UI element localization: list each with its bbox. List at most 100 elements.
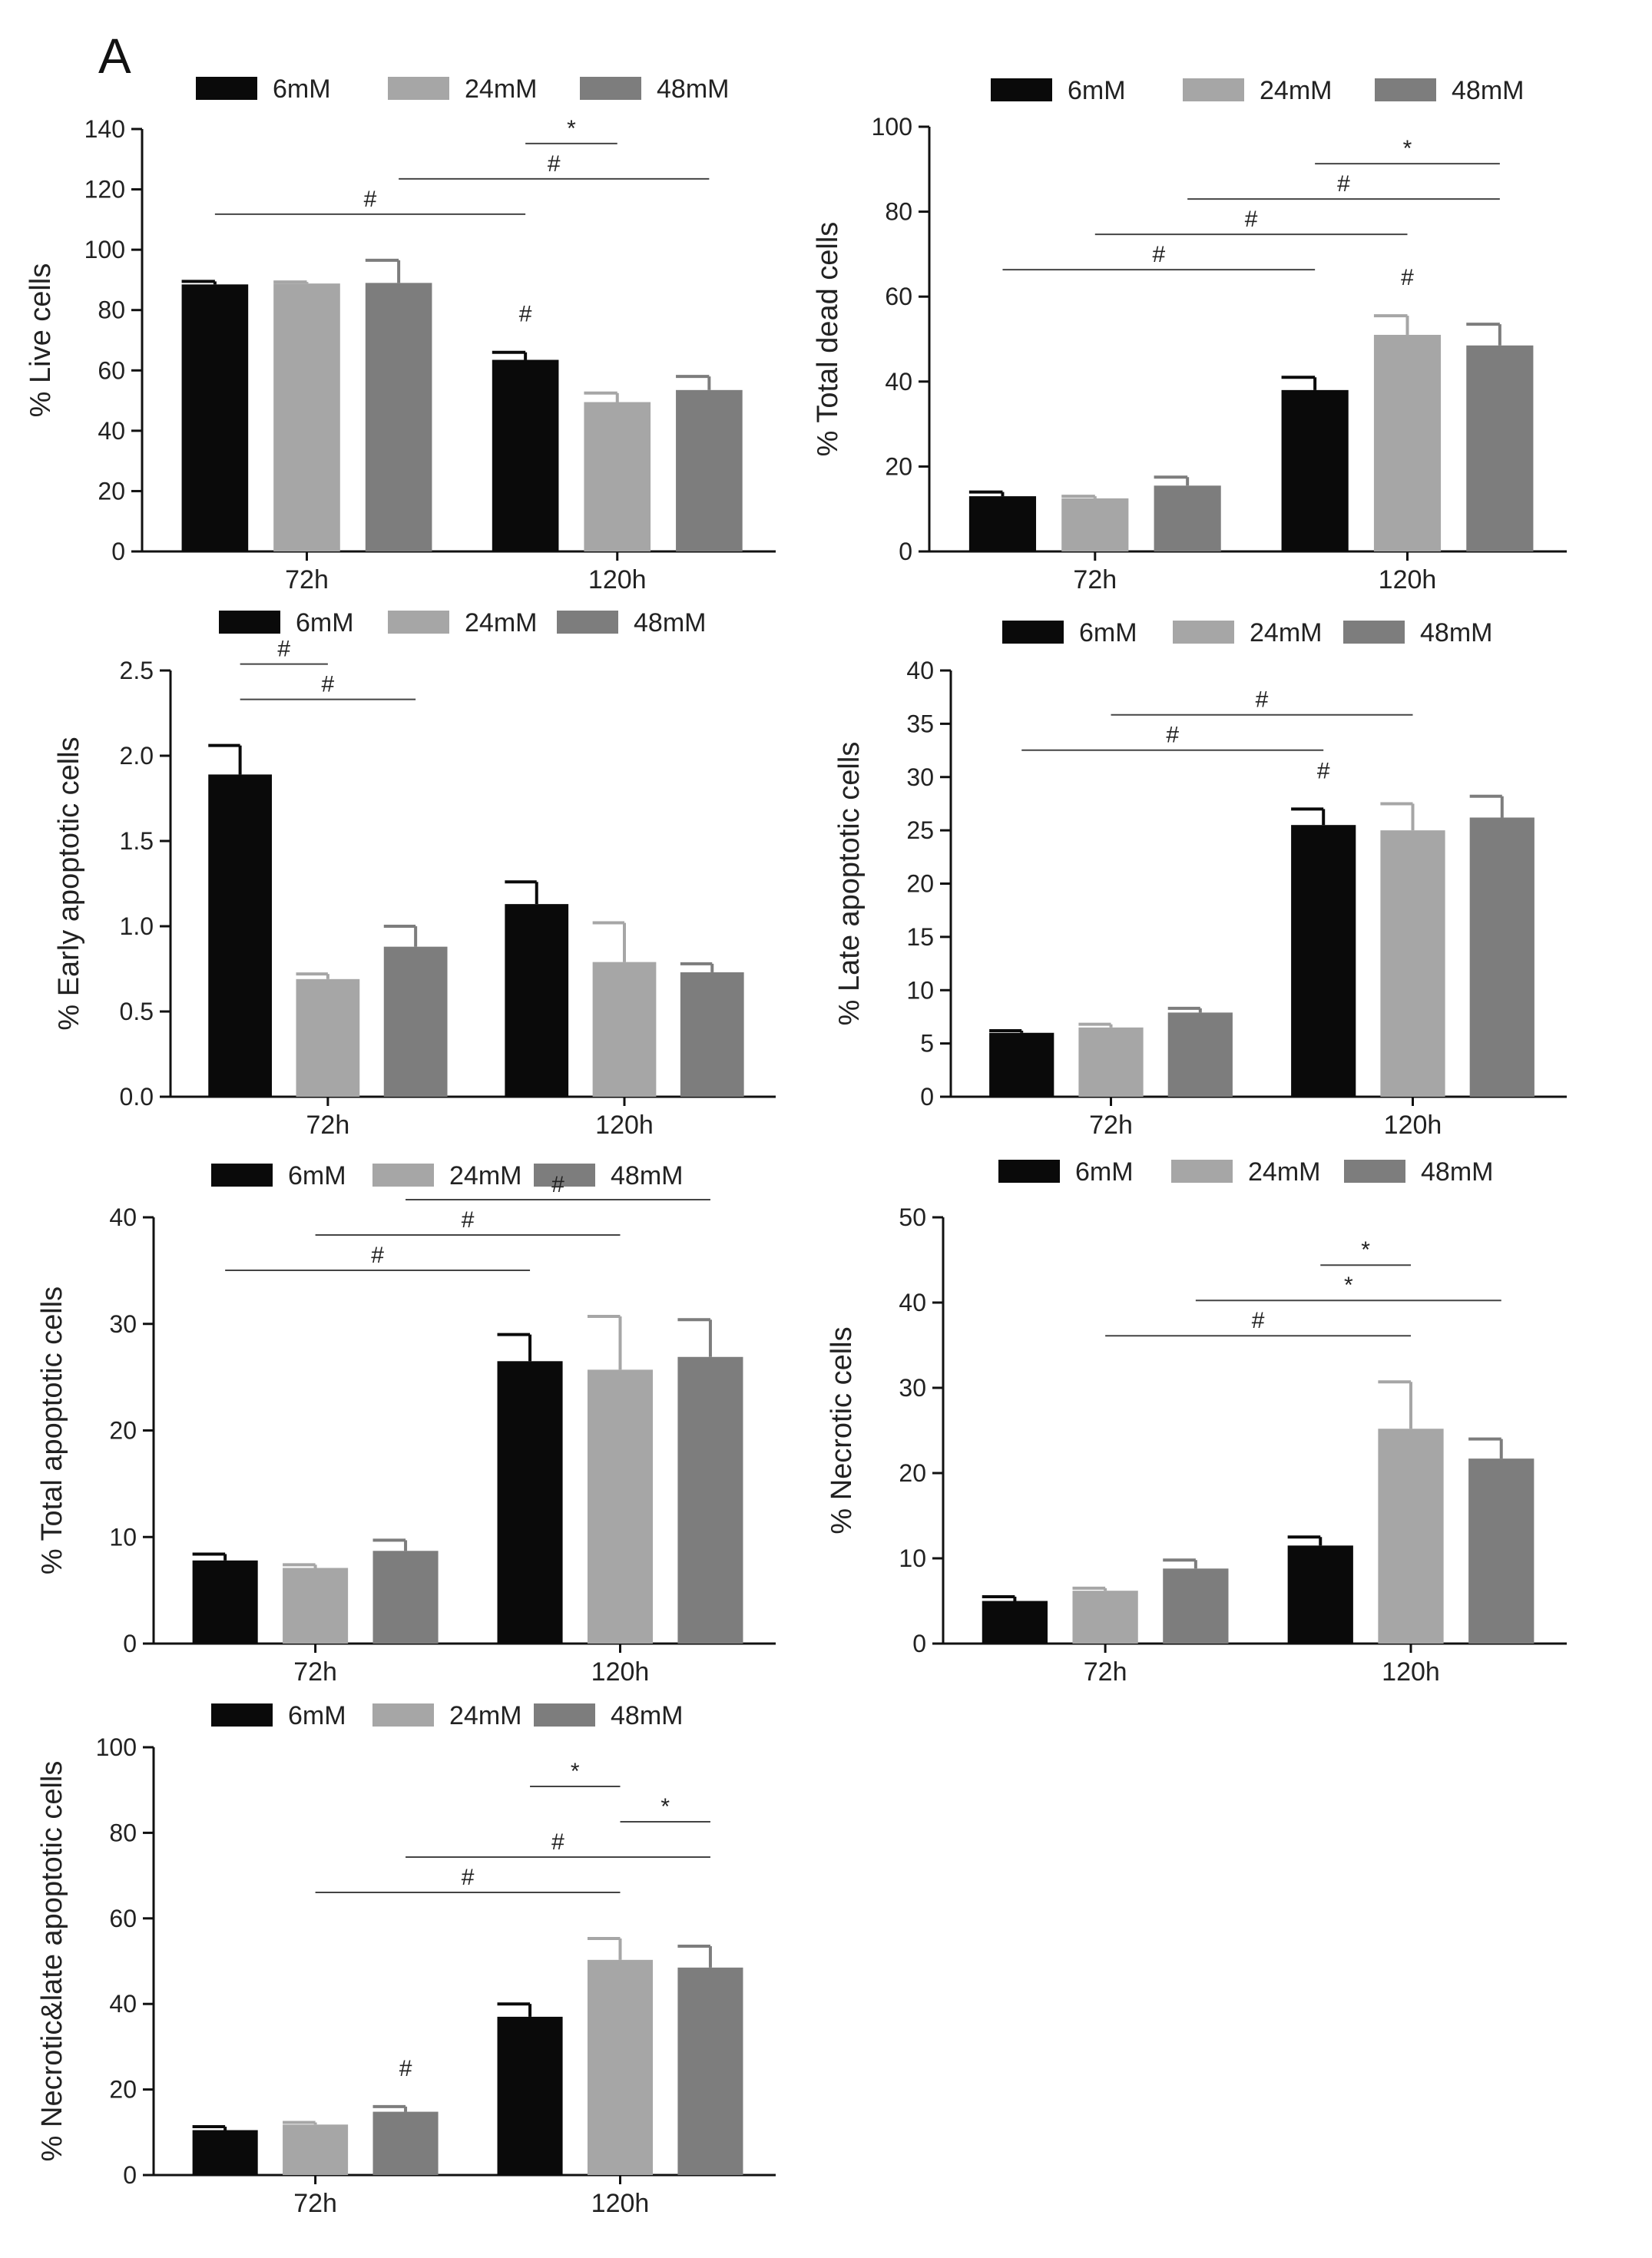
y-tick-label: 60 [885,283,912,310]
x-tick-label: 120h [588,565,647,594]
significance-label: # [1252,1308,1265,1333]
y-tick-label: 0 [123,1630,137,1657]
legend-label: 6mM [1079,618,1137,647]
bar [505,904,569,1097]
legend-swatch [580,77,641,100]
legend-swatch [1375,78,1436,101]
y-tick-label: 0 [123,2161,137,2189]
legend-label: 24mM [1260,76,1332,105]
bar [192,1560,258,1644]
legend-swatch [534,1164,595,1187]
significance-label: # [322,672,335,697]
legend-swatch [557,611,618,634]
significance-label: # [548,151,561,177]
y-tick-label: 40 [98,417,125,445]
bar [1469,817,1534,1097]
legend-swatch [196,77,257,100]
legend-swatch [991,78,1052,101]
significance-label: # [1245,207,1258,232]
bar [1154,485,1221,551]
legend-swatch [219,611,280,634]
legend-swatch [1002,621,1064,644]
y-axis-label: % Necrotic&late apoptotic cells [36,1761,68,2162]
legend-label: 48mM [634,608,706,637]
y-tick-label: 0 [899,538,912,565]
significance-label: # [1401,265,1414,290]
bar [372,2111,439,2175]
bar [587,1959,654,2175]
bar [192,2130,258,2175]
y-tick-label: 80 [98,296,125,324]
legend-swatch [1343,621,1405,644]
y-axis-label: % Late apoptotic cells [833,742,866,1026]
bar [592,962,657,1097]
legend-label: 48mM [657,74,729,104]
significance-label: # [371,1243,384,1268]
y-tick-label: 2.5 [120,657,154,684]
x-tick-label: 72h [306,1111,350,1140]
bar [383,946,448,1097]
y-tick-label: 0 [920,1083,934,1111]
bar [677,1967,743,2175]
bar [296,978,360,1097]
y-tick-label: 0 [111,538,125,565]
bar [584,402,651,551]
x-tick-label: 120h [591,2189,650,2218]
legend-label: 6mM [273,74,331,104]
legend-label: 6mM [296,608,354,637]
y-tick-label: 1.5 [120,827,154,855]
legend-swatch [1183,78,1244,101]
y-axis-label: % Early apoptotic cells [53,737,85,1030]
x-tick-label: 72h [1073,565,1117,594]
y-tick-label: 60 [109,1905,137,1932]
legend-label: 6mM [288,1161,346,1190]
legend-swatch [372,1703,434,1727]
x-tick-label: 120h [1384,1111,1442,1140]
legend-label: 48mM [611,1701,683,1730]
x-tick-label: 72h [1089,1111,1133,1140]
y-tick-label: 60 [98,356,125,384]
y-tick-label: 20 [98,477,125,505]
y-tick-label: 10 [906,976,934,1004]
legend-swatch [388,611,449,634]
y-tick-label: 100 [872,113,912,141]
y-tick-label: 120 [84,176,125,204]
y-tick-label: 20 [885,452,912,480]
legend-swatch [534,1703,595,1727]
bar [1167,1012,1233,1097]
bar [587,1369,654,1644]
bar [989,1032,1054,1097]
y-tick-label: 40 [899,1289,926,1316]
y-tick-label: 40 [906,657,934,684]
x-tick-label: 120h [1382,1657,1440,1687]
bar [273,283,340,551]
x-tick-label: 120h [595,1111,654,1140]
y-tick-label: 35 [906,710,934,737]
significance-label: # [519,302,532,327]
y-tick-label: 30 [906,763,934,791]
legend-label: 24mM [465,74,537,104]
significance-label: * [1403,136,1412,161]
y-tick-label: 0.0 [120,1083,154,1111]
significance-label: # [1256,687,1269,713]
y-tick-label: 20 [906,870,934,898]
legend-label: 48mM [1420,618,1492,647]
bar [1163,1568,1229,1644]
bar [1380,830,1445,1097]
bar [1078,1027,1144,1097]
bar [1291,825,1356,1097]
y-tick-label: 10 [109,1523,137,1551]
y-tick-label: 25 [906,816,934,844]
legend-label: 6mM [1068,76,1126,105]
legend-swatch [211,1164,273,1187]
y-tick-label: 80 [885,198,912,226]
legend-label: 24mM [449,1161,521,1190]
y-tick-label: 40 [885,368,912,396]
significance-label: # [551,1829,564,1855]
significance-label: # [462,1207,475,1233]
legend-swatch [998,1160,1060,1183]
bar [1378,1429,1444,1644]
y-tick-label: 2.0 [120,742,154,770]
